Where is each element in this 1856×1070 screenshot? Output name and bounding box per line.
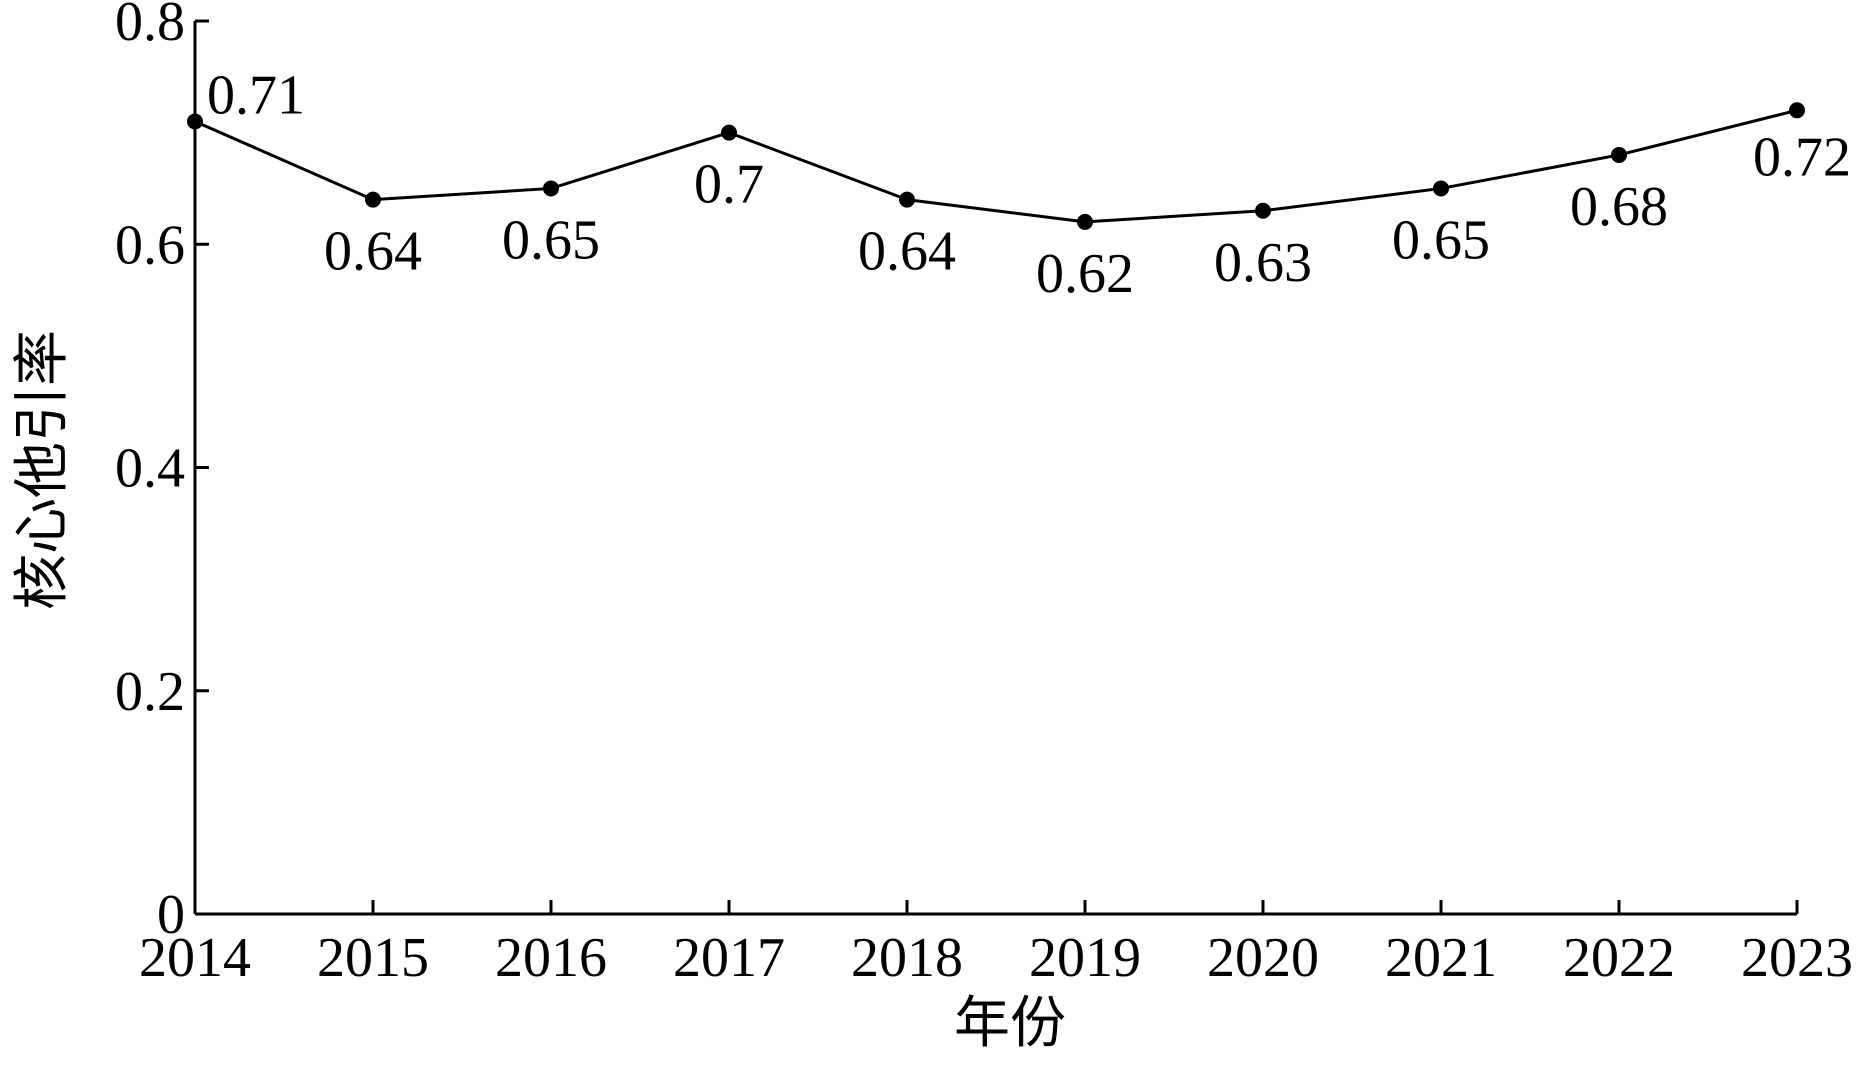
- x-tick-label: 2014: [139, 927, 251, 989]
- point: [1789, 102, 1805, 119]
- data-label: 0.68: [1570, 176, 1668, 238]
- x-tick-label: 2015: [317, 927, 429, 989]
- point: [1611, 146, 1627, 163]
- data-label: 0.63: [1214, 232, 1312, 294]
- y-axis-title: 核心他引率: [12, 330, 74, 610]
- x-tick-label: 2021: [1385, 927, 1497, 989]
- data-label: 0.64: [324, 221, 422, 283]
- data-label: 0.71: [207, 64, 305, 126]
- point: [543, 180, 559, 197]
- point: [365, 191, 381, 208]
- x-tick-label: 2023: [1741, 927, 1853, 989]
- y-tick-label: 0.4: [115, 438, 185, 500]
- y-tick-label: 0.6: [115, 214, 185, 276]
- data-label: 0.72: [1753, 126, 1851, 188]
- point: [721, 124, 737, 141]
- y-tick-label: 0.8: [115, 0, 185, 53]
- x-axis-title: 年份: [954, 993, 1066, 1055]
- x-tick-label: 2022: [1563, 927, 1675, 989]
- x-tick-label: 2016: [495, 927, 607, 989]
- data-label: 0.7: [694, 154, 764, 216]
- x-tick-label: 2019: [1029, 927, 1141, 989]
- line: [194, 108, 1798, 224]
- y-tick-label: 0.2: [115, 661, 185, 723]
- data-label: 0.65: [1392, 209, 1490, 271]
- x-tick-label: 2017: [673, 927, 785, 989]
- data-label: 0.65: [502, 209, 600, 271]
- x-tick-label: 2018: [851, 927, 963, 989]
- point: [1255, 202, 1271, 219]
- point: [1433, 180, 1449, 197]
- data-label: 0.62: [1036, 243, 1134, 305]
- point: [187, 113, 203, 130]
- y-tick-label: 0: [157, 884, 185, 946]
- data-label: 0.64: [858, 221, 956, 283]
- x-tick-label: 2020: [1207, 927, 1319, 989]
- point: [1077, 213, 1093, 230]
- point: [899, 191, 915, 208]
